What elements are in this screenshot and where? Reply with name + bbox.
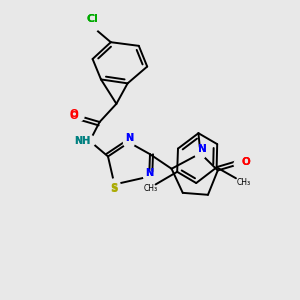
Text: Cl: Cl [87,14,98,24]
Text: NH: NH [74,136,90,146]
Circle shape [84,136,95,146]
Text: N: N [145,168,153,178]
Text: CH₃: CH₃ [237,178,251,187]
Text: CH₃: CH₃ [143,184,158,193]
Text: N: N [198,144,207,154]
Circle shape [234,158,245,169]
Text: S: S [111,184,118,194]
Circle shape [124,137,134,148]
Text: O: O [69,111,78,121]
Text: N: N [125,134,133,143]
Text: NH: NH [74,136,90,146]
Text: O: O [241,157,250,167]
Text: S: S [111,183,118,194]
Text: N: N [125,134,133,143]
Text: N: N [198,144,207,154]
Text: Cl: Cl [87,14,98,24]
Circle shape [73,110,84,121]
Circle shape [195,148,206,159]
Circle shape [87,21,98,32]
Circle shape [144,171,155,182]
Text: O: O [69,109,78,119]
Text: O: O [241,157,250,167]
Circle shape [109,179,120,190]
Text: N: N [145,168,153,178]
